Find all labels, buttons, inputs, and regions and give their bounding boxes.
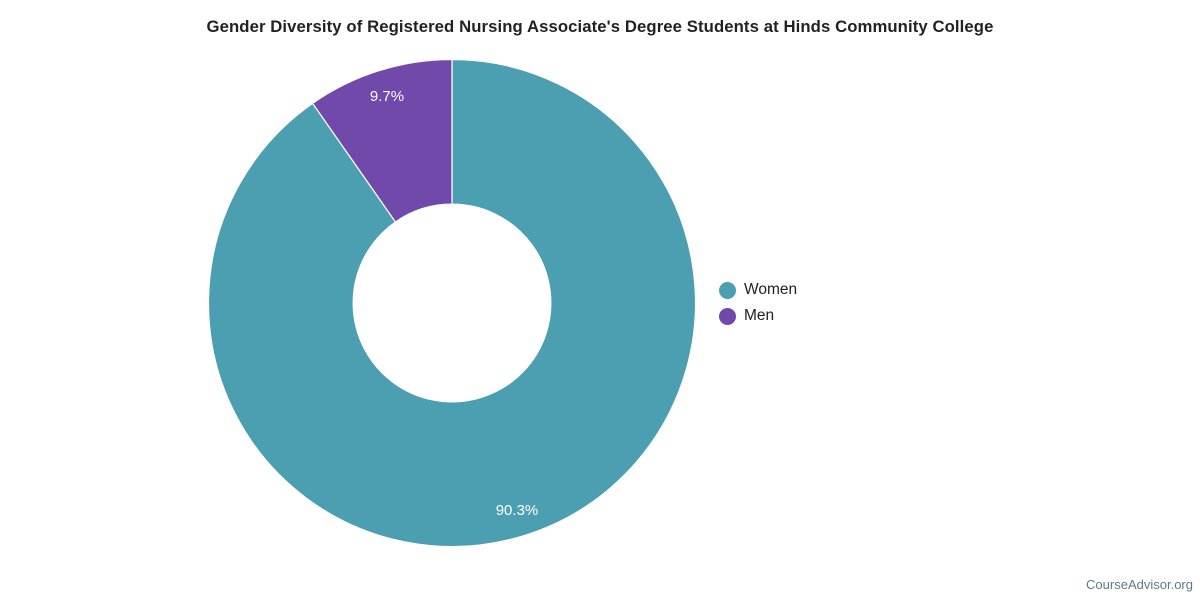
svg-text:9.7%: 9.7% [370, 88, 404, 105]
svg-text:90.3%: 90.3% [496, 502, 539, 519]
